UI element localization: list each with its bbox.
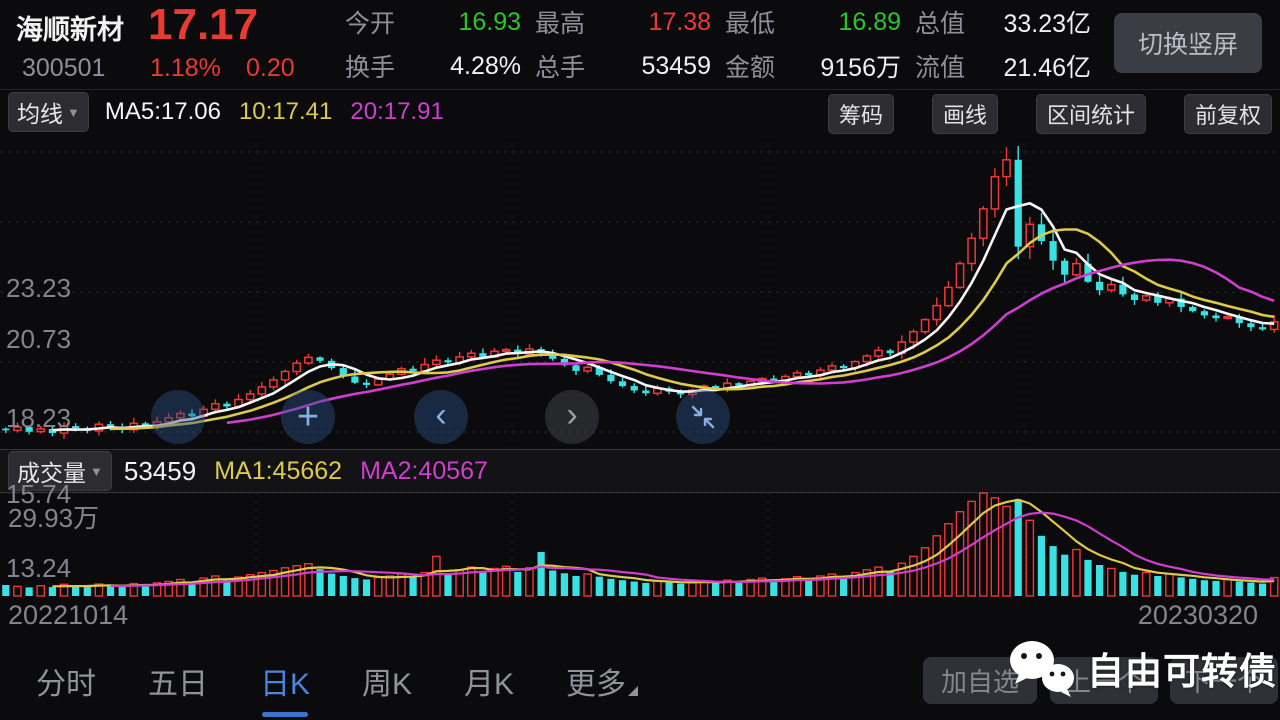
quote-header: 海顺新材 300501 17.17 1.18% 0.20 今开 16.93 最高…: [0, 0, 1280, 90]
tab-daily-k[interactable]: 日K: [260, 659, 310, 717]
pan-right-button[interactable]: ›: [545, 390, 599, 444]
volume-selector-button[interactable]: 成交量 ▼: [8, 451, 112, 491]
ma20-legend: 20:17.91: [350, 98, 444, 125]
chevron-left-icon: ‹: [435, 396, 447, 434]
stock-code: 300501: [22, 54, 106, 82]
date-axis-end: 20230320: [1137, 600, 1258, 630]
draw-line-button[interactable]: 画线: [931, 94, 998, 134]
stat-open: 今开 16.93: [345, 7, 521, 39]
forward-adjust-button[interactable]: 前复权: [1183, 94, 1272, 134]
price-axis-5: 13.24: [6, 553, 72, 583]
wechat-watermark: 自由可转债: [1005, 636, 1277, 700]
change-absolute: 0.20: [246, 54, 295, 82]
ma-legend: MA5:17.06 10:17.41 20:17.91: [105, 98, 444, 126]
previous-stock-button[interactable]: 上一个: [1050, 657, 1158, 704]
tab-weekly-k[interactable]: 周K: [362, 668, 413, 701]
ma10-legend: 10:17.41: [238, 98, 333, 125]
tab-more[interactable]: 更多: [566, 659, 639, 717]
stat-high: 最高 17.38: [535, 7, 711, 39]
volume-chart-svg: [0, 492, 1280, 598]
candlestick-chart[interactable]: 23.23 20.73 18.23 15.74 13.24: [0, 135, 1280, 583]
period-tab-bar: 分时 五日 日K 周K 月K 更多 加自选 上一个 下一个: [0, 645, 1280, 720]
range-stats-button[interactable]: 区间统计: [1035, 94, 1146, 134]
ma5-legend: MA5:17.06: [104, 98, 221, 125]
watermark-text: 自由可转债: [1087, 651, 1277, 692]
price-axis-4: 15.74: [6, 479, 72, 509]
chevron-right-icon: ›: [566, 396, 578, 434]
ma-selector-button[interactable]: 均线 ▼: [8, 92, 89, 132]
zoom-in-button[interactable]: +: [281, 390, 335, 444]
volume-value: 53459: [123, 455, 197, 486]
last-price: 17.17: [148, 0, 259, 49]
pan-left-button[interactable]: ‹: [414, 390, 468, 444]
active-tab-underline: [262, 712, 308, 717]
collapse-chart-button[interactable]: [676, 390, 730, 444]
chips-button[interactable]: 筹码: [827, 94, 894, 134]
stock-name: 海顺新材: [16, 15, 124, 45]
date-axis-start: 20221014: [8, 600, 129, 630]
stat-low: 最低 16.89: [725, 7, 901, 39]
volume-ma2-legend: MA2:40567: [360, 456, 488, 485]
stat-float-cap: 流值 21.46亿: [915, 54, 1091, 82]
tab-five-day[interactable]: 五日: [148, 668, 208, 701]
tab-intraday[interactable]: 分时: [36, 668, 96, 701]
switch-portrait-button[interactable]: 切换竖屏: [1114, 13, 1262, 73]
price-chart-svg: [0, 135, 1280, 448]
period-tabs: 分时 五日 日K 周K 月K 更多: [36, 659, 639, 717]
next-stock-button[interactable]: 下一个: [1170, 657, 1278, 704]
change-percent: 1.18%: [150, 54, 221, 82]
corner-triangle-icon: [628, 686, 639, 696]
quote-stats-grid: 今开 16.93 最高 17.38 最低 16.89 总值 33.23亿 换手 …: [345, 0, 1105, 89]
price-axis-3: 18.23: [6, 403, 72, 433]
wechat-icon: [1010, 641, 1074, 697]
volume-chart[interactable]: [0, 492, 1280, 598]
volume-axis-max: 29.93万: [8, 503, 100, 533]
collapse-arrows-icon: [691, 405, 715, 429]
volume-ma1-legend: MA1:45662: [214, 456, 343, 485]
tool-circle-button[interactable]: [151, 390, 205, 444]
price-axis-1: 23.23: [6, 273, 72, 303]
tab-monthly-k[interactable]: 月K: [464, 668, 515, 701]
stat-turnover: 换手 4.28%: [345, 51, 521, 83]
indicator-toolbar: 均线 ▼ MA5:17.06 10:17.41 20:17.91 筹码 画线 区…: [0, 90, 1280, 134]
chevron-down-icon: ▼: [67, 104, 80, 120]
stat-market-cap: 总值 33.23亿: [915, 10, 1091, 38]
chart-tool-buttons: 筹码 画线 区间统计 前复权: [827, 94, 1272, 134]
stat-amount: 金额 9156万: [725, 54, 901, 82]
volume-indicator-row: 成交量 ▼ 53459 MA1:45662 MA2:40567: [0, 449, 1280, 493]
plus-icon: +: [296, 396, 320, 438]
chevron-down-icon: ▼: [90, 463, 103, 479]
price-axis-2: 20.73: [6, 324, 72, 354]
stat-total-volume: 总手 53459: [535, 51, 711, 83]
